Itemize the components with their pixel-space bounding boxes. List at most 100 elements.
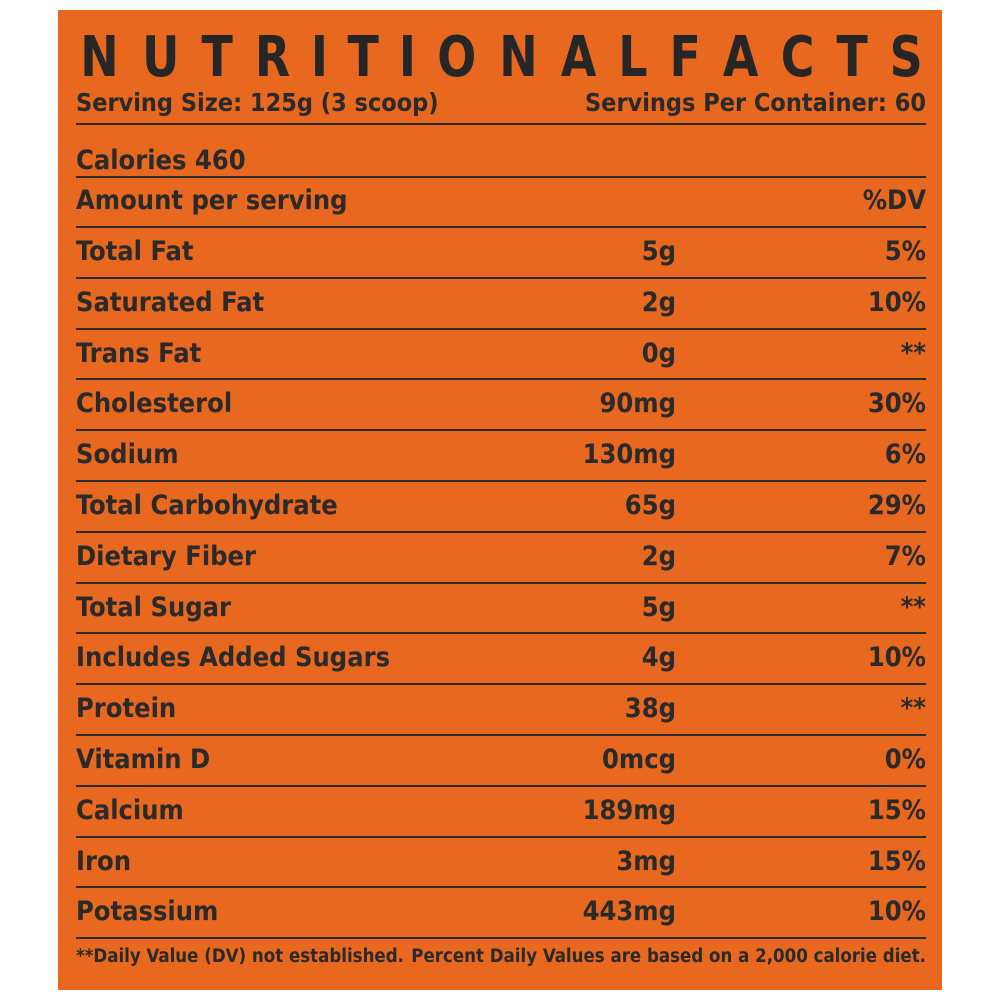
nutrient-amount: 0mcg (602, 744, 676, 775)
title-letter: F (668, 25, 701, 90)
title-letter: A (560, 25, 597, 90)
dv-header: %DV (862, 185, 926, 216)
amount-header-row: Amount per serving %DV (76, 176, 926, 226)
serving-size: Serving Size: 125g (3 scoop) (76, 87, 439, 117)
title-letter: O (437, 25, 477, 90)
nutrient-daily-value: 7% (884, 541, 926, 572)
nutrient-name: Sodium (76, 439, 179, 470)
title-letter: A (722, 25, 758, 90)
title-letter: U (141, 25, 180, 90)
footnote-calorie-diet: Percent Daily Values are based on a 2,00… (411, 945, 926, 967)
amount-header: Amount per serving (76, 185, 348, 216)
title-letter: I (310, 25, 328, 90)
nutrient-name: Saturated Fat (76, 287, 265, 318)
divider (76, 226, 926, 228)
nutrient-daily-value: 15% (867, 795, 926, 826)
nutrient-amount: 443mg (582, 896, 676, 927)
divider (76, 378, 926, 380)
nutrient-amount: 0g (641, 338, 676, 369)
nutrient-daily-value: ** (900, 338, 926, 369)
nutrient-amount: 2g (641, 541, 676, 572)
serving-info: Serving Size: 125g (3 scoop) Servings Pe… (76, 84, 926, 120)
divider (76, 886, 926, 888)
nutrient-daily-value: ** (900, 693, 926, 724)
nutrient-amount: 5g (641, 592, 676, 623)
nutrient-amount: 2g (641, 287, 676, 318)
title-letter: T (347, 25, 380, 90)
divider (76, 123, 926, 125)
nutrient-row: Sodium 130mg 6% (76, 430, 926, 480)
nutrient-name: Dietary Fiber (76, 541, 257, 572)
calories: Calories 460 (76, 145, 246, 176)
nutrient-name: Total Carbohydrate (76, 490, 338, 521)
nutrient-daily-value: ** (900, 592, 926, 623)
title-letter: S (889, 25, 923, 90)
nutrient-name: Iron (76, 846, 132, 877)
title-letter: C (780, 25, 815, 90)
nutrient-daily-value: 6% (884, 439, 926, 470)
nutrient-name: Cholesterol (76, 388, 233, 419)
divider (76, 328, 926, 330)
nutrient-name: Protein (76, 693, 177, 724)
nutrient-row: Trans Fat 0g ** (76, 329, 926, 379)
nutrient-row: Protein 38g ** (76, 684, 926, 734)
divider (76, 836, 926, 838)
title-letter: R (254, 25, 291, 90)
nutrient-daily-value: 10% (867, 642, 926, 673)
nutrient-name: Trans Fat (76, 338, 202, 369)
title-letter: L (618, 25, 648, 90)
divider (76, 734, 926, 736)
nutrient-amount: 65g (624, 490, 676, 521)
nutrient-amount: 189mg (582, 795, 676, 826)
title-letter: N (499, 25, 538, 90)
nutrient-name: Includes Added Sugars (76, 642, 391, 673)
nutrient-row: Vitamin D 0mcg 0% (76, 735, 926, 785)
nutrient-daily-value: 30% (867, 388, 926, 419)
nutrient-row: Total Carbohydrate 65g 29% (76, 481, 926, 531)
divider (76, 785, 926, 787)
nutrient-row: Iron 3mg 15% (76, 837, 926, 887)
divider (76, 582, 926, 584)
divider (76, 277, 926, 279)
nutrient-amount: 90mg (599, 388, 676, 419)
nutrient-row: Total Sugar 5g ** (76, 583, 926, 633)
nutrient-name: Vitamin D (76, 744, 211, 775)
nutrient-row: Potassium 443mg 10% (76, 887, 926, 937)
divider (76, 480, 926, 482)
nutrient-amount: 38g (624, 693, 676, 724)
nutrient-row: Includes Added Sugars 4g 10% (76, 633, 926, 683)
divider (76, 632, 926, 634)
nutrient-row: Dietary Fiber 2g 7% (76, 532, 926, 582)
nutrient-daily-value: 10% (867, 896, 926, 927)
nutrient-amount: 5g (641, 236, 676, 267)
nutrient-daily-value: 0% (884, 744, 926, 775)
title-letter: T (201, 25, 233, 90)
title-letter: T (835, 25, 868, 90)
nutrient-amount: 3mg (616, 846, 676, 877)
divider (76, 176, 926, 178)
footnote-dv-not-established: **Daily Value (DV) not established. (76, 945, 404, 967)
nutrient-name: Calcium (76, 795, 184, 826)
title-letter: I (399, 25, 417, 90)
calories-row: Calories 460 (76, 136, 926, 186)
nutrient-name: Total Fat (76, 236, 194, 267)
nutrient-row: Calcium 189mg 15% (76, 786, 926, 836)
nutrient-row: Saturated Fat 2g 10% (76, 278, 926, 328)
nutrient-daily-value: 5% (884, 236, 926, 267)
title-letter: N (80, 25, 119, 90)
divider (76, 429, 926, 431)
nutrient-row: Cholesterol 90mg 30% (76, 379, 926, 429)
nutrient-name: Total Sugar (76, 592, 231, 623)
divider (76, 683, 926, 685)
nutrient-daily-value: 10% (867, 287, 926, 318)
nutrient-amount: 4g (641, 642, 676, 673)
footnotes: **Daily Value (DV) not established. Perc… (76, 940, 926, 972)
nutrient-row: Total Fat 5g 5% (76, 227, 926, 277)
nutrient-amount: 130mg (582, 439, 676, 470)
nutrient-daily-value: 29% (867, 490, 926, 521)
nutrient-daily-value: 15% (867, 846, 926, 877)
divider (76, 937, 926, 939)
nutrient-name: Potassium (76, 896, 219, 927)
